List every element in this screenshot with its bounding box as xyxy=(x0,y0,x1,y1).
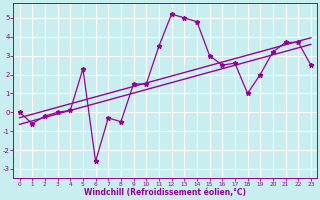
X-axis label: Windchill (Refroidissement éolien,°C): Windchill (Refroidissement éolien,°C) xyxy=(84,188,246,197)
